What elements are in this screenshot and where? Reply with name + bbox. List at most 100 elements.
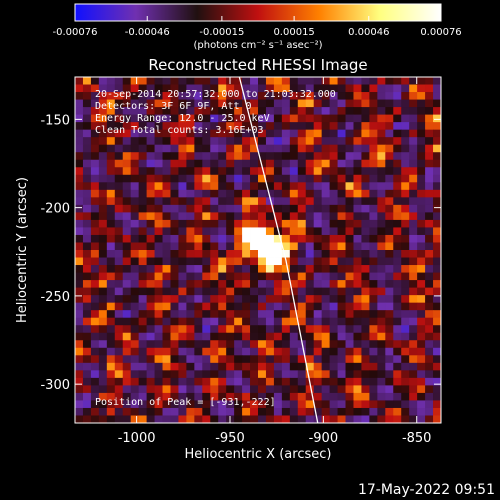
heatmap-cell: [186, 77, 195, 85]
heatmap-cell: [345, 370, 354, 379]
heatmap-cell: [114, 265, 124, 273]
heatmap-cell: [369, 377, 378, 386]
heatmap-cell: [146, 234, 155, 243]
heatmap-cell: [82, 347, 92, 356]
heatmap-cell: [210, 347, 219, 356]
heatmap-cell: [75, 347, 84, 356]
plot-frame: [74, 76, 442, 424]
heatmap-cell: [258, 227, 267, 236]
heatmap-cell: [258, 234, 267, 243]
heatmap-cell: [170, 84, 179, 93]
heatmap-cell: [353, 310, 362, 319]
heatmap-cell: [186, 400, 195, 409]
heatmap-cell: [90, 92, 100, 100]
heatmap-cell: [369, 219, 378, 228]
heatmap-cell: [178, 340, 187, 349]
heatmap-cell: [75, 400, 84, 409]
heatmap-cell: [297, 84, 307, 93]
heatmap-cell: [321, 287, 331, 296]
heatmap-cell: [242, 347, 251, 356]
heatmap-cell: [393, 332, 402, 341]
heatmap-cell: [194, 415, 203, 423]
heatmap-cell: [234, 242, 243, 251]
heatmap-cell: [361, 167, 370, 176]
heatmap-cell: [361, 377, 370, 386]
heatmap-cell: [138, 227, 148, 236]
heatmap-cell: [337, 362, 346, 371]
heatmap-cell: [162, 204, 171, 213]
heatmap-cell: [345, 310, 354, 319]
heatmap-cell: [178, 204, 187, 213]
heatmap-cell: [377, 212, 386, 221]
heatmap-cell: [170, 257, 179, 266]
heatmap-cell: [409, 370, 418, 379]
heatmap-cell: [409, 280, 418, 289]
heatmap-cell: [226, 174, 235, 183]
heatmap-cell: [210, 400, 219, 409]
heatmap-cell: [361, 362, 370, 371]
heatmap-cell: [154, 182, 163, 191]
heatmap-cell: [75, 265, 84, 273]
heatmap-cell: [345, 189, 354, 198]
heatmap-cell: [162, 287, 171, 296]
heatmap-cell: [75, 250, 84, 258]
heatmap-cell: [210, 377, 219, 386]
heatmap-cell: [361, 159, 370, 168]
heatmap-cell: [82, 340, 92, 349]
heatmap-cell: [353, 167, 362, 176]
heatmap-cell: [234, 295, 243, 304]
heatmap-cell: [425, 204, 434, 213]
heatmap-cell: [234, 332, 243, 341]
heatmap-cell: [377, 189, 386, 198]
heatmap-cell: [146, 92, 155, 100]
heatmap-cell: [98, 407, 108, 416]
heatmap-cell: [313, 355, 323, 364]
heatmap-cell: [377, 129, 386, 138]
heatmap-cell: [297, 92, 307, 100]
heatmap-cell: [369, 174, 378, 183]
heatmap-cell: [106, 159, 116, 168]
heatmap-cell: [210, 242, 219, 251]
heatmap-cell: [234, 377, 243, 386]
heatmap-cell: [313, 92, 323, 100]
colorbar-label: (photons cm⁻² s⁻¹ asec⁻²): [193, 40, 322, 51]
heatmap-cell: [218, 280, 227, 289]
heatmap-cell: [329, 167, 338, 176]
heatmap-cell: [98, 167, 108, 176]
heatmap-cell: [297, 287, 307, 296]
heatmap-cell: [226, 385, 235, 394]
heatmap-cell: [122, 392, 132, 401]
heatmap-cell: [250, 415, 259, 423]
heatmap-cell: [409, 99, 418, 108]
heatmap-cell: [218, 310, 227, 319]
heatmap-cell: [433, 234, 441, 243]
heatmap-cell: [401, 114, 410, 123]
heatmap-cell: [242, 415, 251, 423]
heatmap-cell: [146, 347, 155, 356]
heatmap-cell: [90, 317, 100, 326]
heatmap-cell: [337, 129, 346, 138]
heatmap-cell: [146, 310, 155, 319]
heatmap-cell: [433, 182, 441, 191]
heatmap-cell: [170, 370, 179, 379]
heatmap-cell: [433, 77, 441, 85]
heatmap-cell: [281, 287, 291, 296]
heatmap-cell: [170, 167, 179, 176]
heatmap-cell: [417, 287, 426, 296]
heatmap-cell: [75, 332, 84, 341]
heatmap-cell: [226, 107, 235, 116]
heatmap-cell: [281, 377, 291, 386]
heatmap-cell: [417, 189, 426, 198]
heatmap-cell: [242, 272, 251, 281]
heatmap-cell: [289, 317, 299, 326]
heatmap-cell: [114, 392, 124, 401]
heatmap-cell: [289, 272, 299, 281]
heatmap-cell: [90, 114, 100, 123]
heatmap-cell: [226, 362, 235, 371]
heatmap-cell: [258, 250, 267, 258]
heatmap-cell: [425, 197, 434, 206]
heatmap-cell: [369, 272, 378, 281]
heatmap-cell: [353, 204, 362, 213]
heatmap-cell: [170, 227, 179, 236]
heatmap-cell: [202, 114, 211, 123]
